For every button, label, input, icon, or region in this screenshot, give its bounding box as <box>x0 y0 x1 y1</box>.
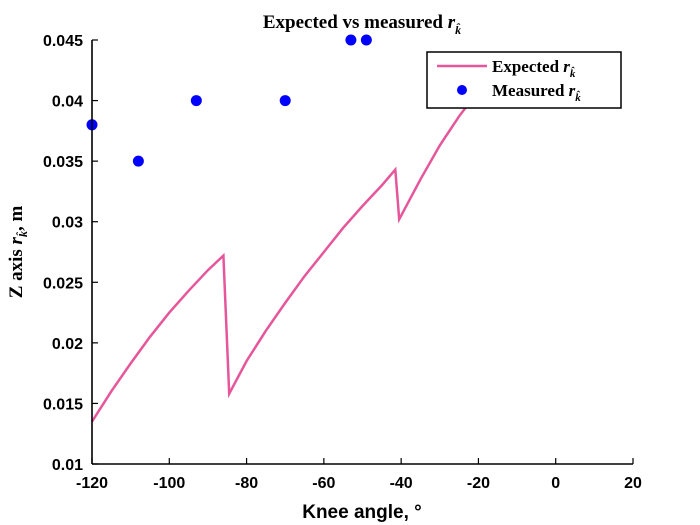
y-axis-title-sub: k̂ <box>16 231 30 237</box>
legend-measured-prefix: Measured <box>492 81 569 100</box>
y-axis-title-prefix: Z axis <box>6 244 27 298</box>
x-tick-label: 0 <box>551 475 560 492</box>
legend-expected-sub: k̂ <box>570 67 576 80</box>
y-ticks: 0.01 0.015 0.02 0.025 0.03 0.035 0.04 0.045 <box>43 33 98 474</box>
x-tick-label: 20 <box>624 475 642 492</box>
measured-data-point <box>132 155 144 167</box>
y-tick-label: 0.025 <box>43 275 83 292</box>
legend-measured-var: r <box>569 81 576 100</box>
x-tick-label: -120 <box>76 475 108 492</box>
x-ticks: -120 -100 -80 -60 -40 -20 0 20 <box>76 458 642 492</box>
y-tick-label: 0.04 <box>52 94 83 111</box>
x-tick-label: -100 <box>153 475 185 492</box>
legend-label-expected: Expected rk̂ <box>492 57 576 80</box>
chart-title: Expected vs measured rk̂ <box>263 12 461 37</box>
y-tick-label: 0.045 <box>43 33 83 50</box>
y-axis-title-var: r <box>6 236 27 244</box>
y-axis-title: Z axis rk̂, m <box>6 206 30 299</box>
measured-data-point <box>345 34 357 46</box>
y-tick-label: 0.02 <box>52 336 83 353</box>
y-axis-title-suffix: , m <box>6 206 27 232</box>
legend-marker-swatch <box>457 85 467 95</box>
plot-area <box>92 40 633 464</box>
series-layer <box>86 34 480 423</box>
y-tick-label: 0.035 <box>43 154 83 171</box>
chart-title-var: r <box>448 12 456 33</box>
legend: Expected rk̂ Measured rk̂ <box>426 51 622 109</box>
y-tick-label: 0.01 <box>52 457 83 474</box>
expected-series-line <box>90 90 480 423</box>
y-tick-label: 0.03 <box>52 215 83 232</box>
measured-data-point <box>190 95 202 107</box>
x-tick-label: -80 <box>235 475 258 492</box>
measured-data-point <box>279 95 291 107</box>
axes-layer <box>91 40 633 465</box>
x-tick-label: -40 <box>390 475 413 492</box>
chart-title-prefix: Expected vs measured <box>263 12 448 33</box>
x-tick-label: -60 <box>312 475 335 492</box>
y-tick-label: 0.015 <box>43 396 83 413</box>
legend-expected-var: r <box>563 57 570 76</box>
legend-expected-prefix: Expected <box>492 57 563 76</box>
x-tick-label: -20 <box>467 475 490 492</box>
chart-title-sub: k̂ <box>455 23 461 37</box>
legend-measured-sub: k̂ <box>575 91 581 104</box>
legend-box <box>426 51 622 109</box>
measured-data-point <box>360 34 372 46</box>
x-axis-title: Knee angle, ° <box>302 502 422 523</box>
legend-label-measured: Measured rk̂ <box>492 81 581 104</box>
